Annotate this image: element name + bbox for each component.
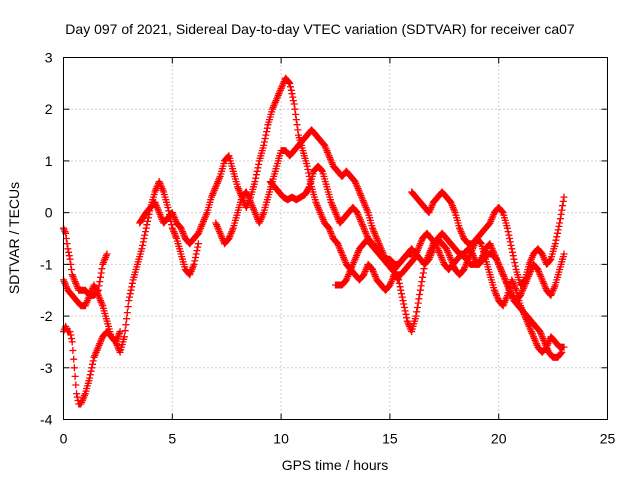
- x-tick-label: 15: [382, 431, 398, 447]
- series-track-4: [136, 74, 568, 356]
- y-tick-label: 2: [45, 101, 53, 117]
- x-tick-label: 5: [168, 431, 176, 447]
- x-tick-label: 20: [491, 431, 507, 447]
- series-track-2: [60, 322, 124, 408]
- x-axis-ticks: 0 5 10 15 20 25: [60, 57, 616, 447]
- x-tick-label: 10: [273, 431, 289, 447]
- data-marks: [60, 74, 568, 408]
- x-axis-label: GPS time / hours: [282, 457, 389, 473]
- plot-frame: [63, 57, 608, 420]
- y-tick-label: -2: [40, 308, 53, 324]
- chart-title: Day 097 of 2021, Sidereal Day-to-day VTE…: [65, 21, 575, 37]
- y-tick-label: 0: [45, 205, 53, 221]
- y-tick-label: 1: [45, 153, 53, 169]
- y-tick-label: 3: [45, 50, 53, 66]
- y-axis-ticks: -4 -3 -2 -1 0 1 2 3: [40, 50, 608, 428]
- plus-markers: [60, 322, 124, 408]
- y-tick-label: -3: [40, 360, 53, 376]
- y-axis-label: SDTVAR / TECUs: [6, 182, 22, 294]
- y-tick-label: -1: [40, 256, 53, 272]
- series-track-3: [60, 178, 202, 356]
- plus-markers: [60, 178, 202, 356]
- plus-markers: [332, 235, 416, 289]
- plus-markers: [136, 74, 568, 356]
- series-track-5: [212, 126, 568, 305]
- x-tick-label: 25: [600, 431, 616, 447]
- x-tick-label: 0: [60, 431, 68, 447]
- series-track-7: [332, 235, 416, 289]
- plus-markers: [408, 188, 568, 289]
- y-tick-label: -4: [40, 412, 53, 428]
- plus-markers: [212, 126, 568, 305]
- series-track-8: [408, 188, 568, 289]
